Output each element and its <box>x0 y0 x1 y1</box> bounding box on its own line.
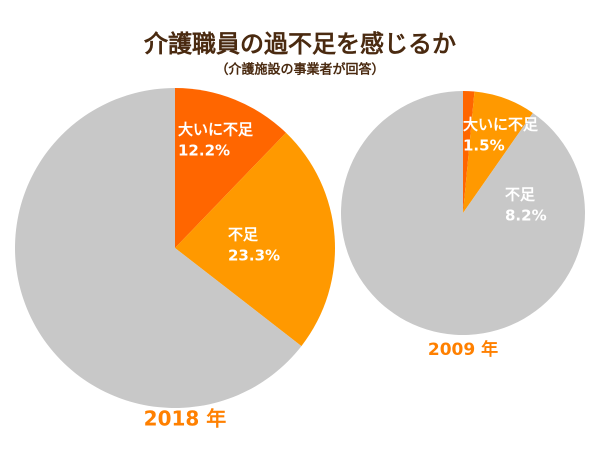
pie-title: 2018 年 <box>144 407 227 431</box>
slice-label: 大いに不足 <box>178 121 254 139</box>
pie-slice <box>463 91 475 213</box>
slice-value-label: 1.5% <box>463 137 505 155</box>
pie-title: 2009 年 <box>428 339 498 360</box>
pie-slice <box>463 91 533 213</box>
chart-subtitle: （介護施設の事業者が回答） <box>215 62 384 78</box>
slice-label: 不足 <box>228 226 259 244</box>
pie-slice <box>175 88 286 248</box>
chart-title: 介護職員の過不足を感じるか <box>143 30 456 58</box>
slice-value-label: 23.3% <box>228 247 280 265</box>
pie-slice <box>15 88 302 409</box>
slice-label: 大いに不足 <box>463 116 539 134</box>
pie-slice <box>175 132 336 347</box>
slice-label: 不足 <box>505 186 536 204</box>
pie-slice <box>341 91 585 335</box>
slice-value-label: 12.2% <box>178 142 230 160</box>
slice-value-label: 8.2% <box>505 207 547 225</box>
